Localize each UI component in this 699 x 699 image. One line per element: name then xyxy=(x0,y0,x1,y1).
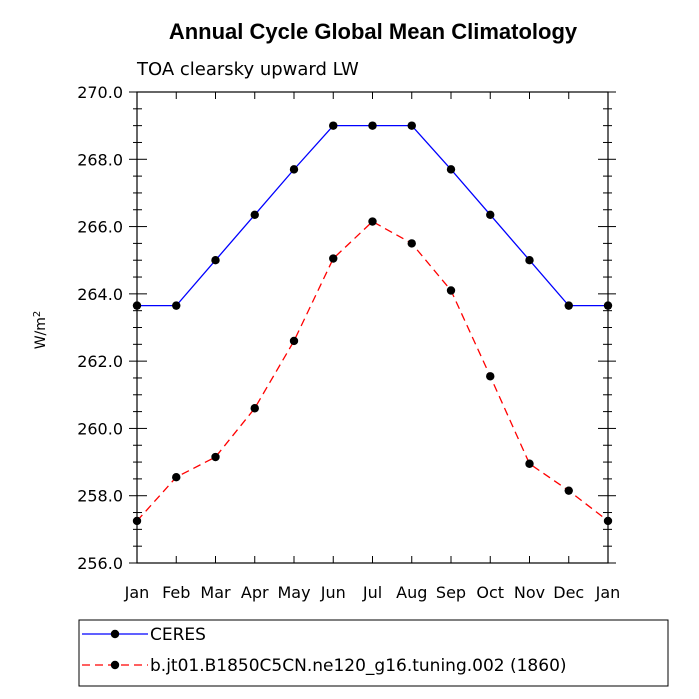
legend-swatch-marker xyxy=(110,629,120,639)
data-point xyxy=(368,217,377,226)
data-point xyxy=(172,473,181,482)
x-tick-label: Mar xyxy=(200,583,231,602)
data-point xyxy=(446,165,456,174)
data-point xyxy=(289,336,299,346)
data-point xyxy=(486,210,495,219)
y-tick-label: 264.0 xyxy=(77,285,123,304)
y-tick-label: 260.0 xyxy=(77,419,123,438)
data-point xyxy=(132,301,142,310)
series-layer xyxy=(132,121,613,526)
series-0 xyxy=(132,121,613,310)
x-tick-label: Jul xyxy=(362,583,382,602)
y-axis-label-exponent: 2 xyxy=(32,311,43,317)
legend-box xyxy=(78,619,669,687)
legend-label: CERES xyxy=(150,625,206,645)
chart-title: Annual Cycle Global Mean Climatology xyxy=(169,19,578,44)
x-tick-label: Jun xyxy=(320,583,346,602)
series-line xyxy=(137,124,608,307)
x-tick-label: Jan xyxy=(595,583,621,602)
x-tick-label: Apr xyxy=(241,583,269,602)
data-point xyxy=(172,301,181,310)
series-line xyxy=(136,220,609,522)
y-axis-label: W/m2 xyxy=(32,311,49,350)
x-tick-label: Oct xyxy=(476,583,504,602)
data-point xyxy=(211,256,220,265)
series-1 xyxy=(132,217,613,526)
data-point xyxy=(368,121,377,130)
data-point xyxy=(250,210,259,219)
legend-swatch-marker xyxy=(110,660,120,670)
y-tick-label: 262.0 xyxy=(77,352,123,371)
data-point xyxy=(603,516,613,526)
data-point xyxy=(250,404,259,413)
x-tick-label: Sep xyxy=(436,583,466,602)
data-point xyxy=(525,459,534,468)
y-tick-label: 270.0 xyxy=(77,83,123,102)
data-point xyxy=(329,254,338,263)
y-tick-label: 258.0 xyxy=(77,487,123,506)
y-tick-label: 266.0 xyxy=(77,218,123,237)
y-tick-label: 256.0 xyxy=(77,554,123,573)
x-tick-label: Jan xyxy=(124,583,150,602)
plot-frame xyxy=(136,91,609,564)
y-axis-label-base: W/m xyxy=(33,317,49,349)
y-tick-label: 268.0 xyxy=(77,150,123,169)
x-tick-label: Aug xyxy=(396,583,427,602)
data-point xyxy=(525,256,534,265)
data-point xyxy=(211,452,220,462)
data-point xyxy=(132,516,142,526)
x-tick-label: Dec xyxy=(553,583,584,602)
legend: CERES b.jt01.B1850C5CN.ne120_g16.tuning.0… xyxy=(82,625,567,676)
data-point xyxy=(407,239,416,248)
x-tick-label: Feb xyxy=(162,583,190,602)
data-point xyxy=(446,286,456,295)
x-tick-label: May xyxy=(277,583,310,602)
data-point xyxy=(329,121,338,130)
legend-label: b.jt01.B1850C5CN.ne120_g16.tuning.002 (1… xyxy=(150,656,567,676)
data-point xyxy=(603,301,613,310)
x-tick-label: Nov xyxy=(514,583,545,602)
axis-ticks: Jan Feb Mar Apr May Jun Jul Aug Sep Oct Nov Dec Jan2… xyxy=(77,83,620,602)
data-point xyxy=(564,486,573,495)
data-point xyxy=(486,372,495,381)
data-point xyxy=(407,121,416,130)
data-point xyxy=(564,301,573,310)
legend-item-1: b.jt01.B1850C5CN.ne120_g16.tuning.002 (1… xyxy=(82,656,567,676)
data-point xyxy=(289,165,299,174)
chart-subtitle: TOA clearsky upward LW xyxy=(136,59,359,80)
legend-item-0: CERES xyxy=(82,625,206,645)
